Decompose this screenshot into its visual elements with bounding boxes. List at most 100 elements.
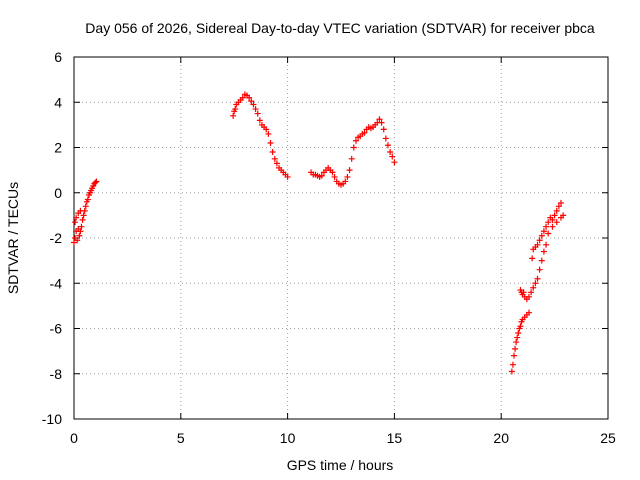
data-point <box>540 248 547 255</box>
data-point <box>254 110 261 117</box>
data-point <box>380 126 387 133</box>
x-axis-label: GPS time / hours <box>287 457 394 473</box>
data-point <box>525 309 532 316</box>
data-point <box>84 196 91 203</box>
data-point <box>517 323 524 330</box>
data-point <box>391 159 398 166</box>
data-point <box>250 101 257 108</box>
data-point <box>384 142 391 149</box>
data-point <box>553 207 560 214</box>
data-point <box>71 239 77 246</box>
data-point <box>536 266 543 273</box>
data-point <box>80 212 87 219</box>
data-point <box>271 155 278 162</box>
data-point <box>331 173 338 180</box>
data-point <box>545 219 552 226</box>
data-point <box>511 352 518 359</box>
y-tick-label: 6 <box>54 49 62 65</box>
data-point <box>82 203 89 210</box>
data-point <box>248 98 255 105</box>
data-point <box>239 94 246 101</box>
data-point <box>536 237 543 244</box>
x-tick-label: 10 <box>280 430 296 446</box>
data-point <box>318 172 325 179</box>
x-tick-labels: 0 5 10 15 20 25 <box>70 430 616 446</box>
data-point <box>344 173 351 180</box>
data-point <box>508 368 515 375</box>
chart-title: Day 056 of 2026, Sidereal Day-to-day VTE… <box>85 20 595 36</box>
data-point <box>525 293 532 300</box>
x-tick-label: 0 <box>70 430 78 446</box>
data-point <box>387 149 394 156</box>
data-point <box>77 207 84 214</box>
data-point <box>540 228 547 235</box>
data-point <box>76 232 83 239</box>
data-point <box>543 241 550 248</box>
data-point <box>77 228 84 235</box>
y-tick-label: -8 <box>50 366 63 382</box>
data-point <box>514 334 521 341</box>
data-point <box>79 216 86 223</box>
y-tick-label: 2 <box>54 140 62 156</box>
grid-lines <box>74 57 608 419</box>
data-point <box>73 214 80 221</box>
y-tick-label: -2 <box>50 230 63 246</box>
x-tick-label: 15 <box>387 430 403 446</box>
data-point <box>538 257 545 264</box>
data-point <box>78 223 85 230</box>
y-tick-label: -4 <box>50 275 63 291</box>
data-point <box>378 119 385 126</box>
data-point <box>350 144 357 151</box>
data-point <box>530 284 537 291</box>
data-point <box>342 178 349 185</box>
data-point <box>72 219 79 226</box>
data-point <box>509 361 516 368</box>
x-tick-label: 25 <box>600 430 616 446</box>
data-point <box>545 230 552 237</box>
data-point <box>263 126 270 133</box>
data-point <box>512 345 519 352</box>
data-point <box>528 289 535 296</box>
data-point <box>560 212 567 219</box>
data-point <box>532 280 539 287</box>
data-point <box>74 237 81 244</box>
data-point <box>553 219 560 226</box>
y-tick-label: 0 <box>54 185 62 201</box>
data-point <box>534 275 541 282</box>
data-point <box>348 155 355 162</box>
data-point <box>252 106 259 113</box>
data-points <box>71 91 567 375</box>
data-point <box>265 130 272 137</box>
data-point <box>555 203 562 210</box>
data-point <box>549 216 556 223</box>
data-point <box>520 289 527 296</box>
data-point <box>534 241 541 248</box>
data-point <box>376 116 383 123</box>
data-point <box>232 106 239 113</box>
data-point <box>256 117 263 124</box>
data-point <box>346 167 353 174</box>
y-axis-label: SDTVAR / TECUs <box>5 182 21 294</box>
data-point <box>549 223 556 230</box>
data-point <box>329 169 336 176</box>
data-point <box>273 160 280 167</box>
data-point <box>551 212 558 219</box>
data-point <box>246 94 253 101</box>
data-point <box>513 339 520 346</box>
data-point <box>352 137 359 144</box>
data-point <box>361 129 368 136</box>
y-tick-labels: -10 -8 -6 -4 -2 0 2 4 6 <box>42 49 62 427</box>
data-point <box>515 330 522 337</box>
y-tick-label: -10 <box>42 411 62 427</box>
data-point <box>267 139 274 146</box>
data-point <box>93 178 100 185</box>
data-point <box>269 149 276 156</box>
data-point <box>529 255 536 262</box>
y-tick-label: -6 <box>50 321 63 337</box>
data-point <box>543 223 550 230</box>
data-point <box>230 112 237 119</box>
y-tick-label: 4 <box>54 94 62 110</box>
x-tick-label: 20 <box>493 430 509 446</box>
data-point <box>382 135 389 142</box>
